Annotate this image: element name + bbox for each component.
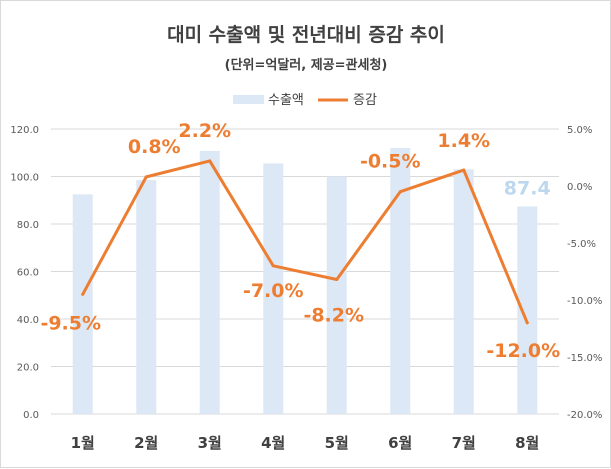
category-label: 4월 [261,434,285,452]
chart-title: 대미 수출액 및 전년대비 증감 추이 [167,24,445,46]
right-axis-tick: -20.0% [567,410,602,421]
category-label: 5월 [325,434,349,452]
category-label: 2월 [134,434,158,452]
change-data-label: -9.5% [40,312,101,334]
change-point-3 [208,159,212,163]
chart-subtitle: (단위=억달러, 제공=관세청) [225,57,388,73]
right-axis-tick: -5.0% [567,239,596,250]
change-point-5 [335,277,339,281]
change-point-8 [525,321,529,325]
change-data-label: 1.4% [437,130,490,152]
category-labels: 1월 2월 3월 4월 5월 6월 7월 8월 [71,434,540,452]
export-data-label: 87.4 [504,177,551,199]
category-label: 7월 [452,434,476,452]
change-data-label: -0.5% [360,151,421,173]
bar-5 [326,176,347,414]
change-line [81,159,529,325]
left-axis-tick: 100.0 [10,173,39,184]
change-data-label: 2.2% [178,120,231,142]
change-point-7 [462,168,466,172]
change-point-4 [271,264,275,268]
legend-label-bar: 수출액 [268,93,304,108]
bar-3 [199,150,220,414]
change-data-label: 0.8% [128,136,181,158]
category-label: 6월 [388,434,412,452]
left-axis-tick: 60.0 [17,268,39,279]
right-axis-tick: 5.0% [567,125,592,136]
bars [72,148,538,414]
right-axis-tick: -10.0% [567,296,602,307]
bar-6 [390,148,411,414]
change-data-label: -7.0% [243,280,304,302]
data-labels: -9.5% 0.8%2.2% -7.0%-8.2% -0.5% 1.4% -12.0% 87… [40,120,560,362]
change-data-label: -12.0% [486,340,560,362]
legend-label-line: 증감 [353,93,377,108]
left-axis-tick: 0.0 [23,410,39,421]
bar-8 [517,206,538,414]
right-axis-tick: -15.0% [567,353,602,364]
change-point-1 [81,292,85,296]
bar-4 [263,163,284,414]
change-line-path [81,159,529,325]
change-point-6 [398,190,402,194]
change-data-label: -8.2% [303,304,364,326]
category-label: 1월 [71,434,95,452]
left-axis-ticks: 0.0 20.0 40.0 60.0 80.0 100.0 120.0 [10,125,39,421]
legend: 수출액 증감 [233,93,377,108]
bar-2 [136,180,157,414]
left-axis-tick: 20.0 [17,363,39,374]
category-label: 3월 [198,434,222,452]
left-axis-tick: 120.0 [10,125,39,136]
right-axis-ticks: -20.0% -15.0% -10.0% -5.0% 0.0% 5.0% [567,125,602,421]
right-axis-tick: 0.0% [567,182,592,193]
left-axis-tick: 80.0 [17,220,39,231]
category-label: 8월 [515,434,539,452]
bar-1 [72,194,93,414]
legend-swatch-bar [233,95,264,104]
bar-7 [453,169,474,414]
change-point-2 [144,175,148,179]
left-axis-tick: 40.0 [17,315,39,326]
